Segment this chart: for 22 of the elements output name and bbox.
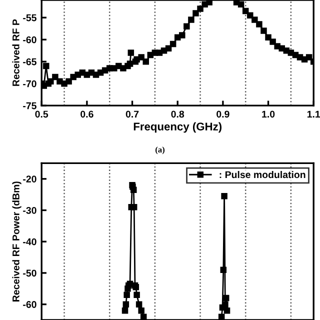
legend-label: : Pulse modulation <box>220 170 306 178</box>
x-tick-label: 1.1 <box>307 110 320 118</box>
x-tick-label: 0.5 <box>35 110 48 118</box>
x-tick-label: 0.8 <box>171 110 184 118</box>
y-tick-label: -65 <box>23 58 36 66</box>
x-tick-label: 0.7 <box>126 110 139 118</box>
y-tick-label: -60 <box>23 36 36 44</box>
x-tick-label: 0.6 <box>80 110 94 118</box>
y-axis-title: Received RF Power (dBm) <box>12 182 22 302</box>
x-tick-label: 0.9 <box>216 110 230 118</box>
text: (a) <box>156 146 164 154</box>
y-tick-label: -75 <box>23 102 36 110</box>
y-axis-title: Received RF P <box>12 19 20 86</box>
y-tick-label: -20 <box>23 176 36 182</box>
y-tick-label: -50 <box>23 270 36 277</box>
y-tick-label: -30 <box>23 206 36 214</box>
y-tick-label: -60 <box>23 301 36 308</box>
x-axis-title: Frequency (GHz) <box>134 122 222 133</box>
y-tick-label: -70 <box>23 80 36 88</box>
y-tick-label: -55 <box>23 14 36 22</box>
y-tick-label: -40 <box>23 238 36 246</box>
x-tick-label: 1.0 <box>262 110 275 118</box>
